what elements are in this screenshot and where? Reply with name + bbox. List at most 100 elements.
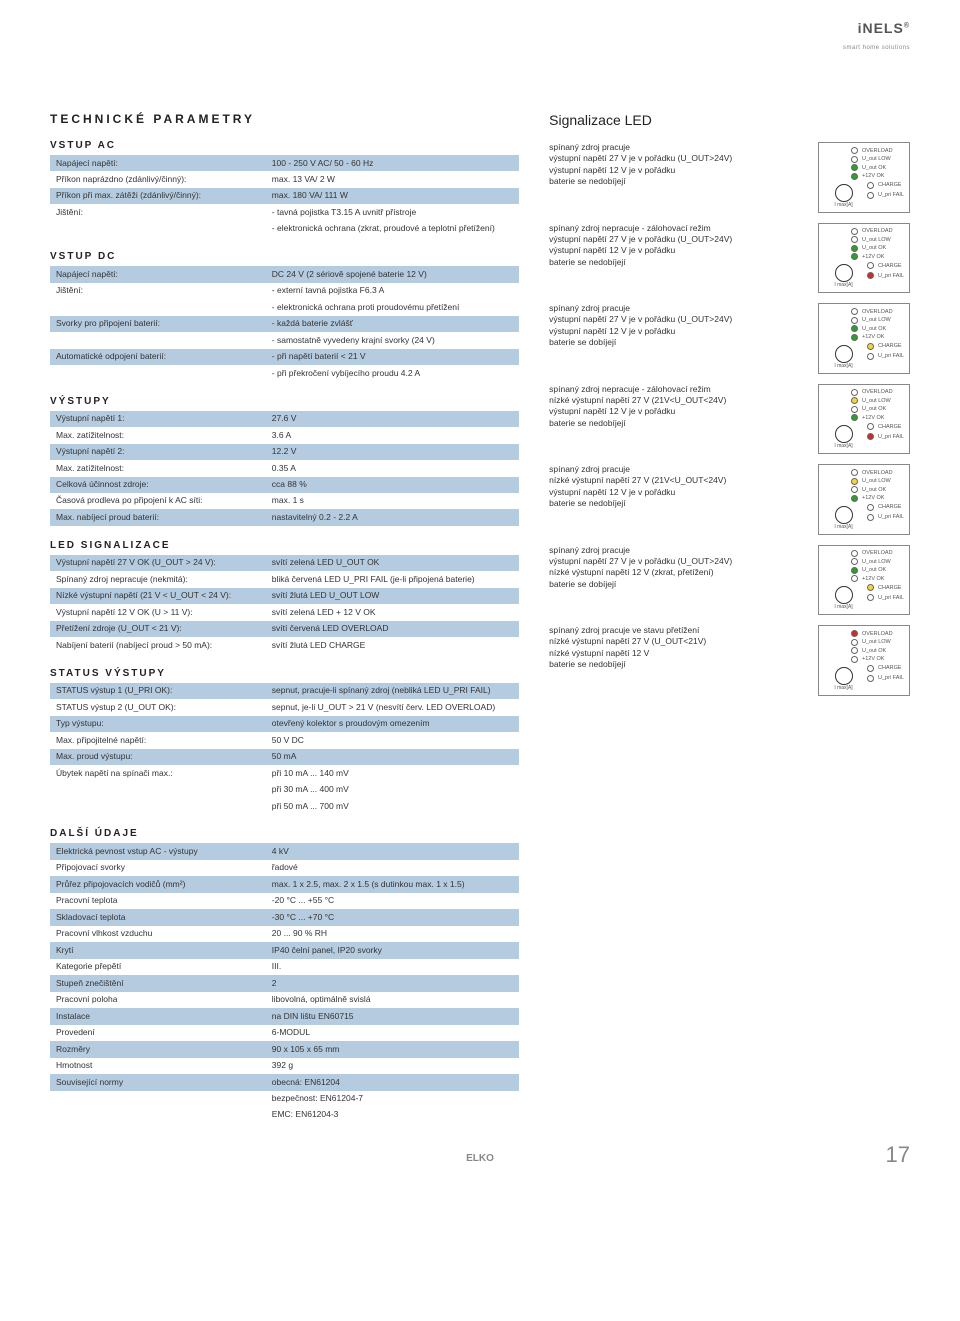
led-row: U_pri FAIL [867, 675, 904, 682]
table-row: bezpečnost: EN61204-7 [50, 1091, 519, 1107]
led-label: CHARGE [878, 263, 902, 269]
spec-value: 100 - 250 V AC/ 50 - 60 Hz [266, 155, 519, 171]
spec-value: -30 °C ... +70 °C [266, 909, 519, 925]
led-label: U_pri FAIL [878, 514, 904, 520]
signal-diagram: OVERLOADU_out LOWU_out OK+12V OKI max[A]… [818, 545, 910, 616]
led-icon [851, 656, 858, 663]
led-label: CHARGE [878, 424, 902, 430]
led-icon [851, 414, 858, 421]
spec-value: 3.6 A [266, 427, 519, 443]
led-label: U_out LOW [862, 156, 904, 162]
spec-value: při 50 mA ... 700 mV [266, 798, 519, 814]
led-icon [867, 504, 874, 511]
table-row: Výstupní napětí 2:12.2 V [50, 444, 519, 460]
signal-diagram: OVERLOADU_out LOWU_out OK+12V OKI max[A]… [818, 142, 910, 213]
adjust-dial-icon: I max[A] [829, 586, 859, 610]
led-row: +12V OK [824, 253, 904, 260]
signal-block: spínaný zdroj pracuje ve stavu přetížení… [549, 625, 910, 696]
led-label: U_out OK [862, 165, 904, 171]
table-row: při 30 mA ... 400 mV [50, 782, 519, 798]
led-signalling-column: Signalizace LED spínaný zdroj pracujevýs… [549, 112, 910, 1123]
table-row: Hmotnost392 g [50, 1058, 519, 1074]
led-label: U_pri FAIL [878, 434, 904, 440]
led-label: U_out OK [862, 567, 904, 573]
led-label: CHARGE [878, 182, 902, 188]
table-row: Max. zatížitelnost:0.35 A [50, 460, 519, 476]
table-row: STATUS výstup 2 (U_OUT OK):sepnut, je-li… [50, 699, 519, 715]
led-row: OVERLOAD [824, 308, 904, 315]
spec-label: Časová prodleva po připojení k AC síti: [50, 493, 266, 509]
table-row: Pracovní vlhkost vzduchu20 ... 90 % RH [50, 926, 519, 942]
signal-line: nízké výstupní napětí 27 V (U_OUT<21V) [549, 636, 808, 647]
signal-line: spínaný zdroj pracuje [549, 142, 808, 153]
led-row: U_pri FAIL [867, 594, 904, 601]
led-label: U_pri FAIL [878, 353, 904, 359]
led-row: U_pri FAIL [867, 353, 904, 360]
led-row: U_out OK [824, 567, 904, 574]
signal-block: spínaný zdroj pracujenízké výstupní napě… [549, 464, 910, 535]
spec-value: max. 180 VA/ 111 W [266, 188, 519, 204]
spec-label: Stupeň znečištění [50, 975, 266, 991]
led-icon [851, 245, 858, 252]
brand-name: iNELS [858, 20, 904, 36]
led-row: U_out LOW [824, 558, 904, 565]
spec-label: Průřez připojovacích vodičů (mm²) [50, 876, 266, 892]
spec-value: - při překročení vybíjecího proudu 4.2 A [266, 365, 519, 381]
table-row: Jištění:- tavná pojistka T3.15 A uvnitř … [50, 204, 519, 220]
led-label: CHARGE [878, 665, 902, 671]
dial-area: I max[A]CHARGEU_pri FAIL [824, 665, 904, 691]
spec-label: Max. proud výstupu: [50, 749, 266, 765]
led-icon [867, 675, 874, 682]
dial-label: I max[A] [829, 282, 859, 288]
brand-tagline: smart home solutions [843, 45, 910, 51]
led-row: U_out OK [824, 406, 904, 413]
led-row: U_out OK [824, 245, 904, 252]
led-row: U_out OK [824, 164, 904, 171]
spec-label: Pracovní vlhkost vzduchu [50, 926, 266, 942]
signal-line: baterie se nedobíjejí [549, 498, 808, 509]
table-row: při 50 mA ... 700 mV [50, 798, 519, 814]
spec-label: Svorky pro připojení baterií: [50, 316, 266, 332]
led-row: OVERLOAD [824, 630, 904, 637]
table-row: Výstupní napětí 1:27.6 V [50, 411, 519, 427]
led-row: CHARGE [867, 262, 904, 269]
spec-label: Příkon naprázdno (zdánlivý/činný): [50, 171, 266, 187]
spec-label: Spínaný zdroj nepracuje (nekmitá): [50, 571, 266, 587]
spec-value: libovolná, optimálně svislá [266, 992, 519, 1008]
led-label: U_out LOW [862, 639, 904, 645]
led-icon [851, 478, 858, 485]
signal-line: spínaný zdroj pracuje [549, 545, 808, 556]
table-row: Napájecí napětí:DC 24 V (2 sériově spoje… [50, 266, 519, 282]
led-row: CHARGE [867, 182, 904, 189]
led-icon [851, 558, 858, 565]
section-heading: LED SIGNALIZACE [50, 540, 519, 551]
dial-area: I max[A]CHARGEU_pri FAIL [824, 343, 904, 369]
led-label: OVERLOAD [862, 631, 904, 637]
led-row: +12V OK [824, 334, 904, 341]
signal-block: spínaný zdroj pracujevýstupní napětí 27 … [549, 303, 910, 374]
table-row: Max. zatížitelnost:3.6 A [50, 427, 519, 443]
spec-label [50, 798, 266, 814]
led-row: U_out OK [824, 325, 904, 332]
spec-label: Max. zatížitelnost: [50, 427, 266, 443]
spec-label: Výstupní napětí 2: [50, 444, 266, 460]
spec-label: Nabíjení baterií (nabíjecí proud > 50 mA… [50, 637, 266, 653]
signal-description: spínaný zdroj pracujevýstupní napětí 27 … [549, 545, 808, 591]
spec-label: Napájecí napětí: [50, 266, 266, 282]
dial-label: I max[A] [829, 443, 859, 449]
led-icon [867, 182, 874, 189]
spec-label [50, 1091, 266, 1107]
footer-logo: ELKO [50, 1153, 910, 1164]
spec-label [50, 1107, 266, 1123]
signal-line: výstupní napětí 12 V je v pořádku [549, 406, 808, 417]
spec-value: svítí zelená LED U_OUT OK [266, 555, 519, 571]
spec-label: Připojovací svorky [50, 860, 266, 876]
led-icon [867, 343, 874, 350]
led-label: U_out LOW [862, 478, 904, 484]
signal-diagram: OVERLOADU_out LOWU_out OK+12V OKI max[A]… [818, 384, 910, 455]
signal-line: spínaný zdroj pracuje [549, 303, 808, 314]
signal-block: spínaný zdroj nepracuje - zálohovací rež… [549, 384, 910, 455]
table-row: Napájecí napětí:100 - 250 V AC/ 50 - 60 … [50, 155, 519, 171]
table-row: Spínaný zdroj nepracuje (nekmitá):bliká … [50, 571, 519, 587]
led-icon [851, 308, 858, 315]
